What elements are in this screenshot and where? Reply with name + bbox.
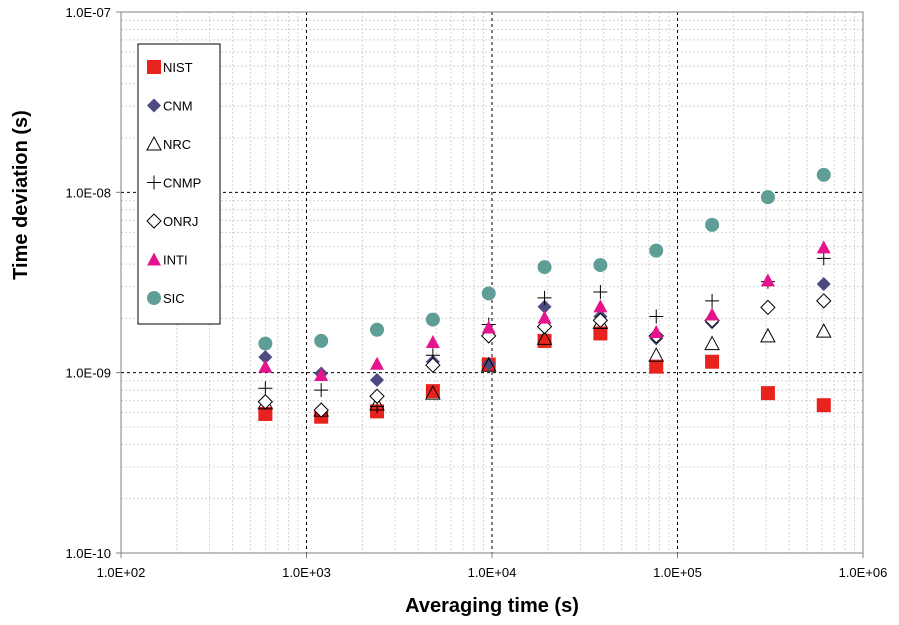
x-axis-title: Averaging time (s): [405, 595, 579, 617]
sic-point: [314, 333, 329, 348]
inti-point: [481, 320, 496, 334]
legend-marker-cnm: [147, 98, 161, 113]
cnmp-point: [314, 383, 329, 398]
cnm-point: [370, 373, 385, 388]
legend-label-onrj: ONRJ: [163, 214, 198, 229]
inti-point: [649, 325, 664, 339]
sic-point: [760, 190, 775, 205]
nist-point: [760, 386, 775, 401]
nist-point: [705, 354, 720, 369]
x-axis-ticks: 1.0E+02 1.0E+03 1.0E+04 1.0E+05 1.0E+06: [97, 553, 888, 580]
legend-label-sic: SIC: [163, 291, 185, 306]
x-tick-label: 1.0E+05: [653, 565, 702, 580]
cnmp-point: [537, 290, 552, 305]
inti-point: [537, 310, 552, 324]
onrj-point: [425, 357, 441, 373]
onrj-point: [592, 312, 609, 329]
nist-point: [649, 359, 664, 374]
sic-point: [593, 258, 608, 273]
x-tick-label: 1.0E+02: [97, 565, 146, 580]
legend-label-nist: NIST: [163, 60, 193, 75]
x-tick-label: 1.0E+04: [468, 565, 517, 580]
y-tick-label: 1.0E-07: [65, 5, 111, 20]
nrc-point: [536, 330, 553, 345]
sic-point: [258, 336, 273, 351]
cnmp-point: [258, 381, 273, 396]
sic-point: [481, 286, 496, 301]
inti-point: [258, 359, 273, 373]
legend-marker-onrj: [146, 213, 162, 229]
nrc-point: [760, 327, 776, 343]
major-gridlines: [121, 12, 863, 553]
nist-point: [816, 398, 831, 413]
onrj-point: [257, 394, 274, 410]
legend-label-cnm: CNM: [163, 99, 193, 114]
inti-point: [370, 356, 385, 370]
legend-label-cnmp: CNMP: [163, 176, 201, 191]
x-tick-label: 1.0E+06: [839, 565, 888, 580]
cnmp-point: [649, 309, 664, 324]
legend-marker-nist: [147, 60, 161, 74]
cnm-point: [537, 299, 552, 314]
onrj-point: [369, 388, 385, 404]
inti-point: [705, 307, 720, 321]
legend-label-nrc: NRC: [163, 137, 191, 152]
inti-point: [593, 299, 608, 313]
cnmp-point: [705, 293, 720, 308]
data-points: [257, 167, 832, 424]
x-tick-label: 1.0E+03: [282, 565, 331, 580]
legend: NIST CNM NRC CNMP ONRJ INTI SIC: [137, 43, 221, 325]
cnm-point: [481, 356, 496, 371]
legend-marker-cnmp: [147, 175, 161, 190]
y-tick-label: 1.0E-08: [65, 185, 111, 200]
nrc-point: [480, 357, 497, 372]
y-tick-label: 1.0E-10: [65, 546, 111, 561]
nrc-point: [704, 335, 720, 351]
y-tick-label: 1.0E-09: [65, 366, 111, 381]
y-axis-title: Time deviation (s): [10, 110, 32, 280]
onrj-point: [816, 293, 832, 309]
onrj-point: [760, 299, 776, 316]
sic-point: [816, 167, 831, 182]
nrc-point: [815, 323, 832, 338]
cnmp-point: [593, 285, 608, 300]
legend-box: [137, 43, 221, 325]
legend-marker-sic: [147, 291, 161, 305]
sic-point: [649, 243, 664, 258]
y-axis-ticks: 1.0E-10 1.0E-09 1.0E-08 1.0E-07: [65, 5, 121, 561]
nist-point: [593, 326, 608, 341]
nist-point: [258, 406, 273, 421]
nrc-point: [648, 347, 665, 362]
inti-point: [816, 240, 831, 254]
cnmp-point: [816, 251, 831, 266]
nrc-point: [425, 385, 441, 400]
inti-point: [314, 368, 329, 382]
sic-point: [705, 217, 720, 232]
inti-point: [760, 273, 775, 287]
sic-point: [370, 322, 385, 337]
onrj-point: [313, 402, 329, 418]
legend-marker-nrc: [146, 135, 162, 151]
legend-label-inti: INTI: [163, 253, 188, 268]
cnm-point: [258, 350, 273, 365]
legend-marker-inti: [147, 252, 161, 266]
inti-point: [425, 334, 440, 348]
sic-point: [425, 312, 440, 327]
nist-point: [425, 384, 440, 399]
sic-point: [537, 260, 552, 275]
cnm-point: [816, 277, 831, 292]
